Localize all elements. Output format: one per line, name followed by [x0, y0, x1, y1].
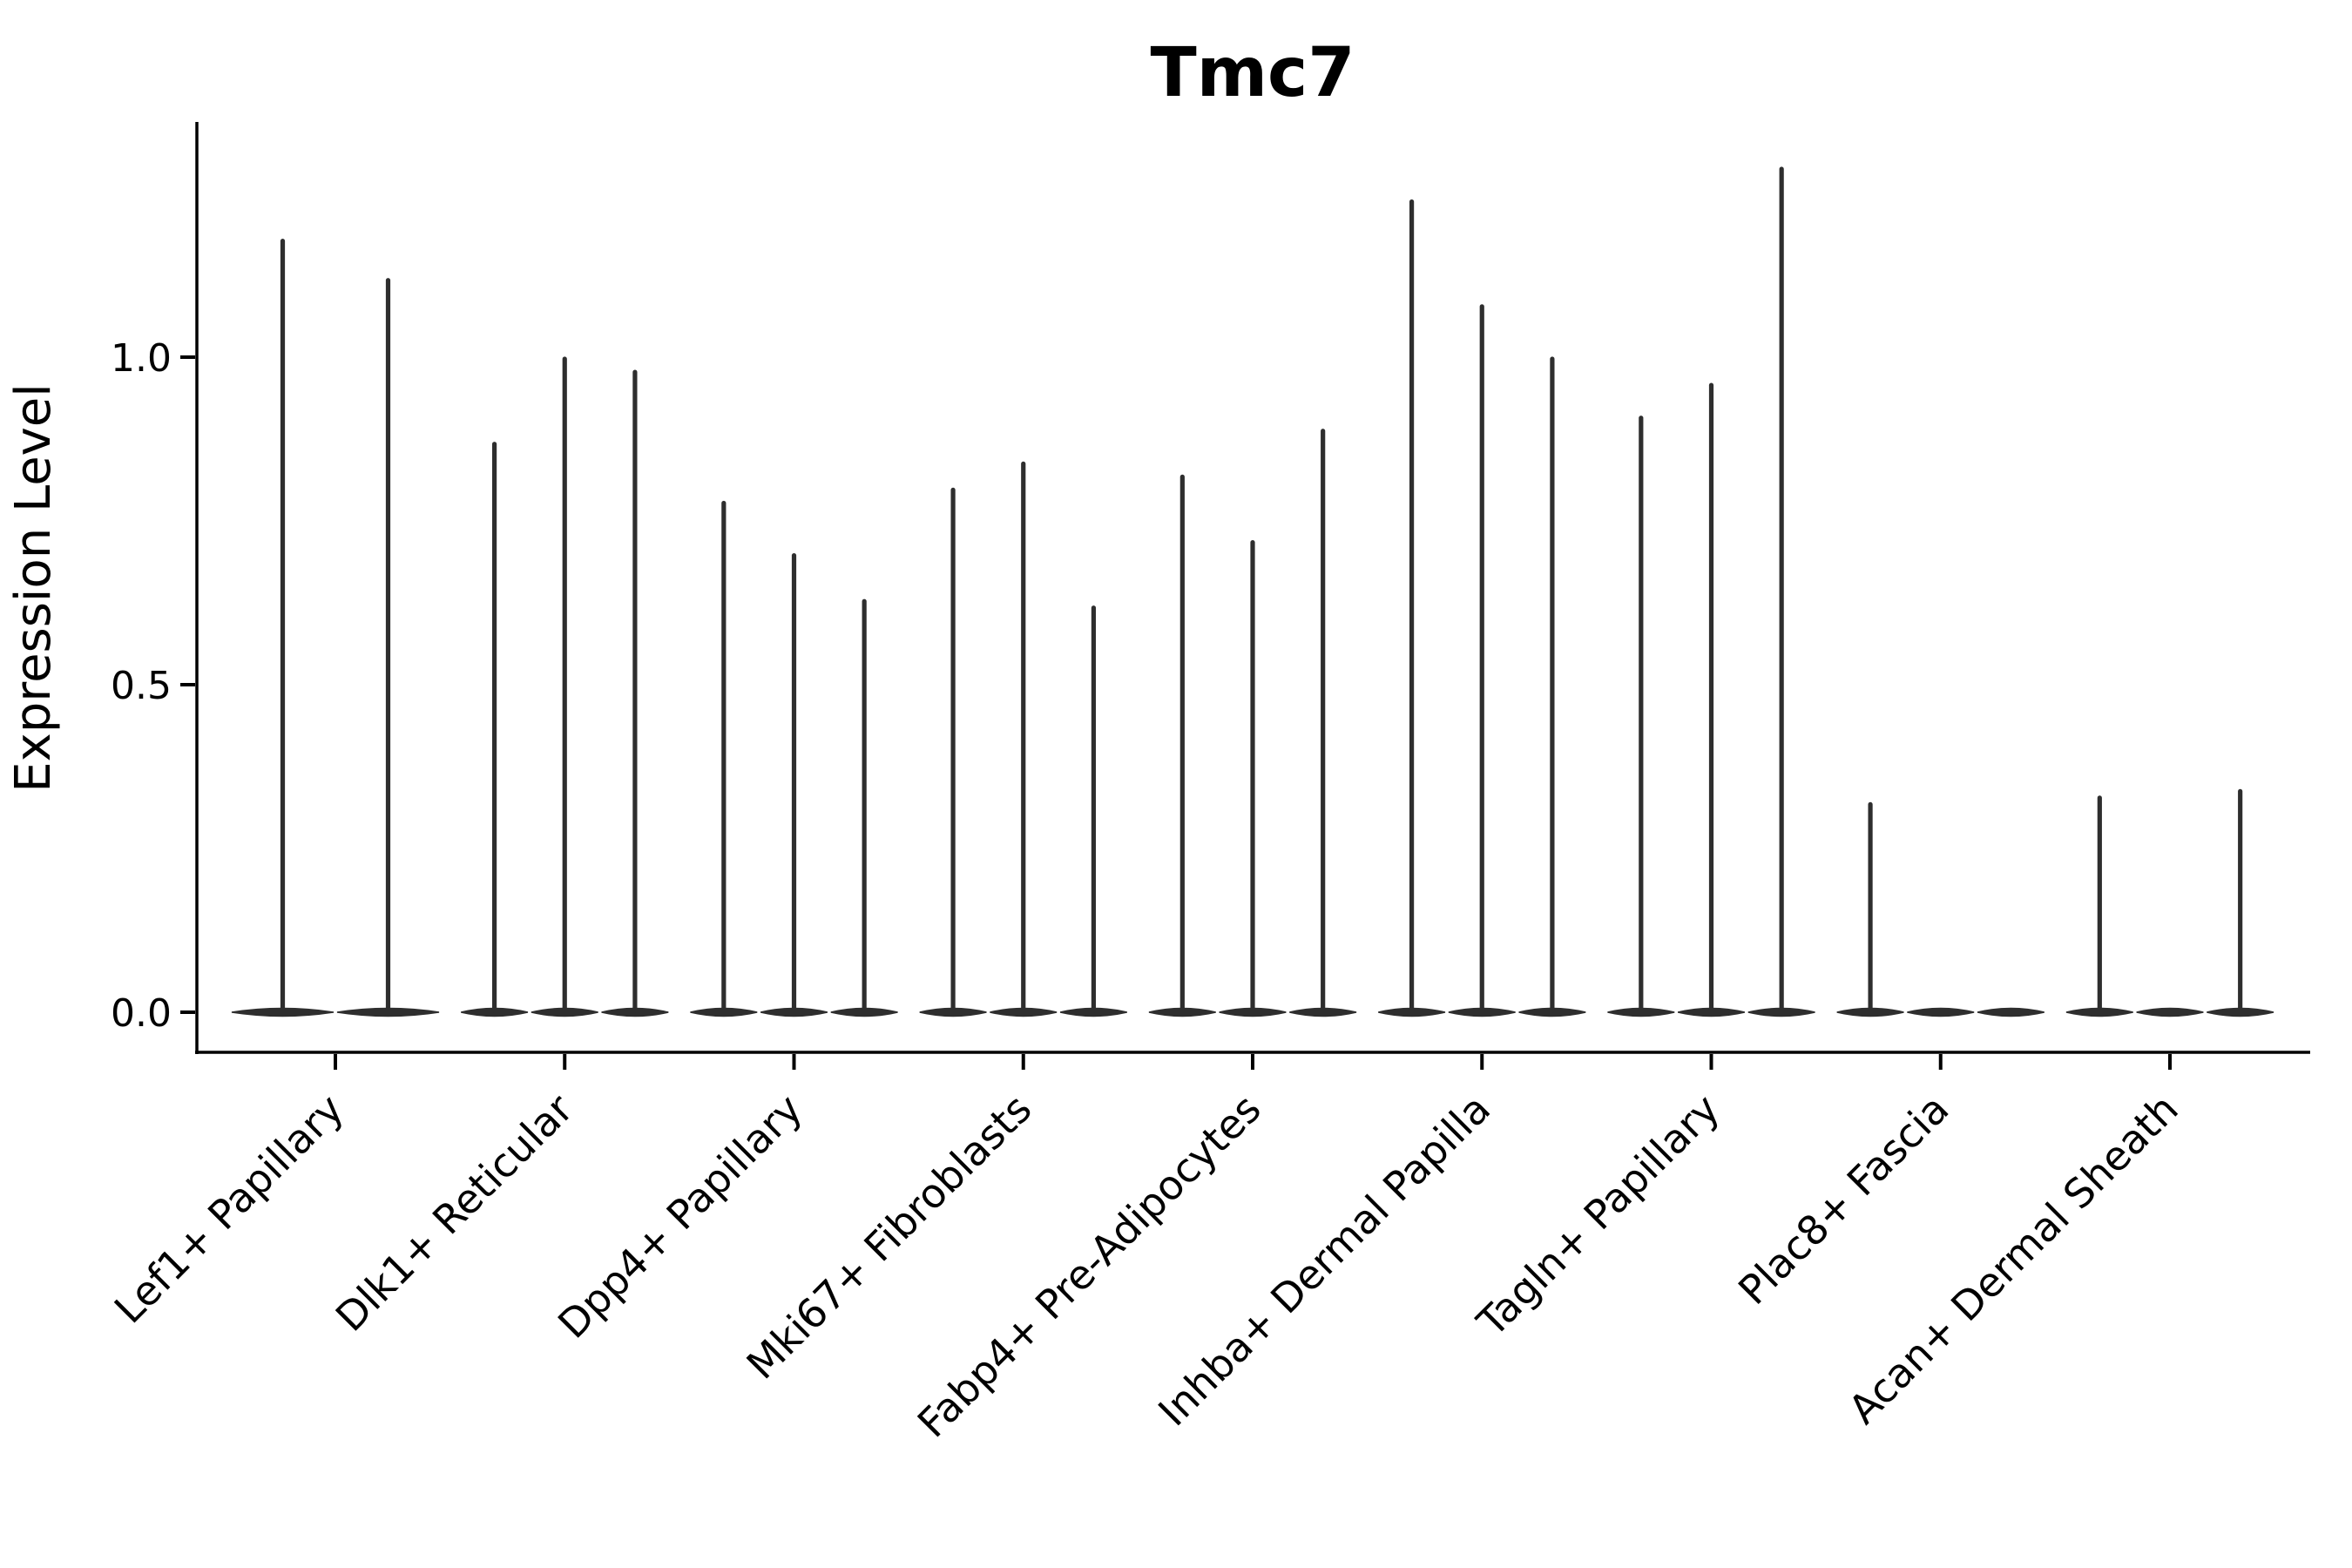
x-tick-label: Dpp4+ Papillary [549, 1085, 811, 1348]
x-tick-label: Plac8+ Fascia [1729, 1085, 1957, 1314]
violin-base [1907, 1007, 1975, 1017]
x-tick-label: Lef1+ Papillary [105, 1085, 353, 1333]
y-axis-ticks: 0.0 0.5 1.0 [111, 336, 195, 1036]
chart-title: Tmc7 [1151, 34, 1355, 112]
violins [231, 166, 2274, 1017]
x-tick-label: Dlk1+ Reticular [327, 1085, 582, 1341]
violin-base [2136, 1007, 2204, 1017]
violin-base [1977, 1007, 2044, 1017]
y-tick-label: 0.5 [111, 664, 172, 708]
y-tick-label: 1.0 [111, 336, 172, 381]
y-tick-label: 0.0 [111, 991, 172, 1036]
x-tick-label: Tagln+ Papillary [1468, 1085, 1729, 1347]
y-axis-label: Expression Level [5, 383, 62, 793]
